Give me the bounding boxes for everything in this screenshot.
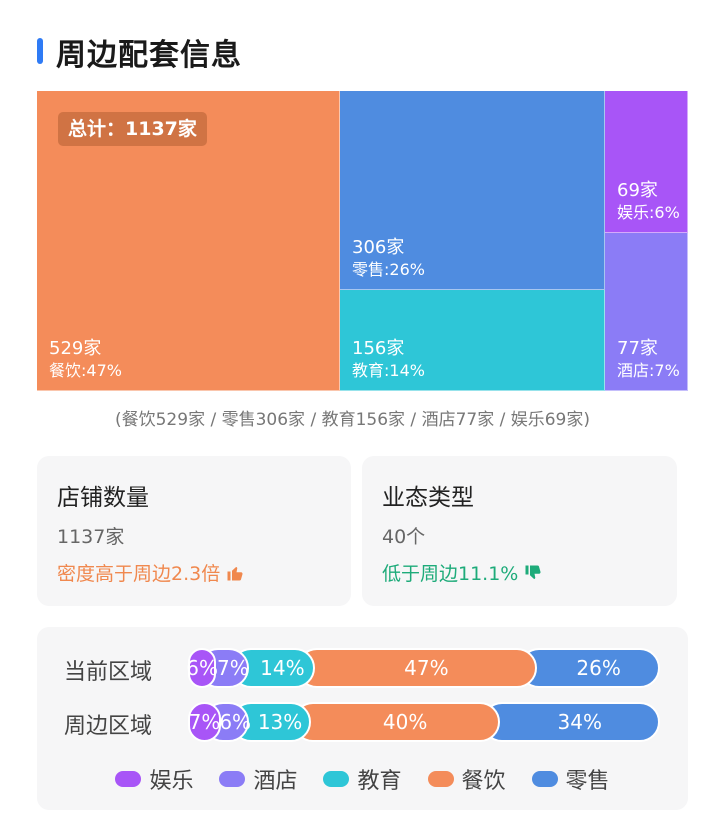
- legend-item: 酒店: [219, 763, 297, 795]
- bar-segment: 6%: [186, 648, 218, 688]
- legend-swatch: [219, 771, 246, 787]
- bar-segment: 7%: [188, 702, 222, 742]
- treemap-count-label: 156家: [352, 338, 405, 359]
- business-type-compare: 低于周边11.1%: [382, 559, 542, 586]
- treemap-pct-label: 餐饮:47%: [49, 361, 122, 380]
- treemap-pct-label: 娱乐:6%: [617, 203, 680, 222]
- title-accent-bar: [37, 38, 43, 64]
- legend-swatch: [531, 771, 558, 787]
- store-density-text: 密度高于周边2.3倍: [57, 563, 221, 585]
- store-count-card: 店铺数量 1137家 密度高于周边2.3倍: [37, 456, 351, 606]
- business-type-card: 业态类型 40个 低于周边11.1%: [362, 456, 677, 606]
- legend-swatch: [323, 771, 350, 787]
- store-count-title: 店铺数量: [57, 485, 149, 511]
- legend-label: 零售: [565, 769, 610, 794]
- legend-item: 教育: [323, 763, 402, 795]
- legend-swatch: [427, 771, 454, 787]
- treemap-count-label: 69家: [617, 180, 658, 201]
- legend-item: 零售: [531, 763, 610, 795]
- bar-segment: 34%: [481, 702, 660, 742]
- treemap-chart: 529家 餐饮:47% 306家 零售:26% 156家 教育:14% 69家 娱乐:6% 77…: [37, 91, 688, 391]
- stacked-bar-panel: 娱乐 酒店 教育 餐饮 零售 当前区域 6% 7% 14% 47% 26% 周边区域 7% 6% 13% 4…: [37, 627, 688, 810]
- bar-row-label: 周边区域: [64, 714, 153, 739]
- treemap-count-label: 77家: [617, 338, 658, 359]
- treemap-count-label: 306家: [352, 237, 405, 258]
- bar-legend: 娱乐 酒店 教育 餐饮 零售: [37, 763, 688, 795]
- treemap-pct-label: 零售:26%: [352, 260, 425, 279]
- legend-item: 餐饮: [427, 763, 506, 795]
- treemap-tile: 529家餐饮:47%: [37, 91, 340, 391]
- thumbs-down-icon: [525, 565, 541, 579]
- legend-label: 教育: [357, 769, 402, 794]
- page-title: 周边配套信息: [56, 38, 242, 73]
- legend-item: 娱乐: [115, 763, 193, 795]
- stacked-bar: 7% 6% 13% 40% 34%: [188, 702, 660, 742]
- business-type-compare-text: 低于周边11.1%: [382, 563, 519, 585]
- bar-segment: 47%: [297, 648, 538, 688]
- bar-row-label: 当前区域: [64, 660, 153, 685]
- legend-swatch: [115, 771, 142, 787]
- treemap-pct-label: 酒店:7%: [617, 361, 680, 380]
- bar-segment: 13%: [231, 702, 311, 742]
- legend-label: 娱乐: [149, 769, 194, 794]
- treemap-tile: 69家娱乐:6%: [605, 91, 688, 233]
- treemap-tile: 156家教育:14%: [340, 290, 605, 391]
- thumbs-up-icon: [227, 566, 243, 580]
- treemap-tile: 77家酒店:7%: [605, 233, 688, 391]
- business-type-value: 40个: [382, 526, 426, 548]
- treemap-tile: 306家零售:26%: [340, 91, 605, 290]
- treemap-count-label: 529家: [49, 338, 102, 359]
- business-type-title: 业态类型: [382, 485, 474, 511]
- treemap-total-badge: 总计：1137家: [58, 112, 207, 146]
- treemap-pct-label: 教育:14%: [352, 361, 425, 380]
- legend-label: 餐饮: [461, 769, 506, 794]
- legend-label: 酒店: [253, 769, 298, 794]
- bar-segment: 40%: [292, 702, 500, 742]
- treemap-caption: (餐饮529家 / 零售306家 / 教育156家 / 酒店77家 / 娱乐69…: [114, 410, 590, 430]
- bar-segment: 26%: [519, 648, 660, 688]
- store-count-value: 1137家: [57, 526, 125, 548]
- stacked-bar: 6% 7% 14% 47% 26%: [186, 648, 660, 688]
- store-density-compare: 密度高于周边2.3倍: [57, 559, 244, 586]
